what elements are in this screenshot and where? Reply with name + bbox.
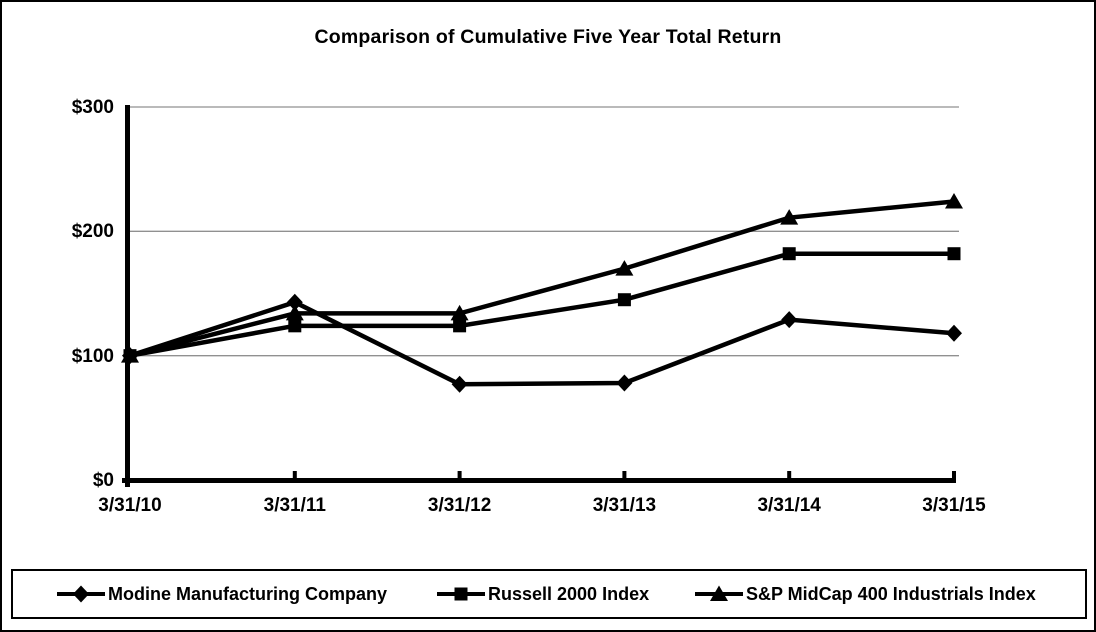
data-point-modine-manufacturing-company-3-31-11 bbox=[286, 293, 303, 311]
x-axis-line bbox=[122, 478, 956, 483]
y-tick-label-0: $0 bbox=[92, 470, 114, 491]
square-marker-line-icon bbox=[437, 587, 485, 601]
data-point-russell-2000-index-3-31-12 bbox=[453, 319, 467, 333]
x-axis-tick-3-31-12 bbox=[457, 471, 462, 478]
data-point-russell-2000-index-3-31-14 bbox=[782, 247, 796, 261]
data-point-russell-2000-index-3-31-15 bbox=[947, 247, 961, 261]
triangle-marker-line-icon bbox=[695, 585, 743, 601]
x-tick-label-3-31-13: 3/31/13 bbox=[592, 495, 657, 516]
series-line-modine-manufacturing-company bbox=[129, 299, 955, 387]
data-point-s-p-midcap-400-industrials-index-3-31-10 bbox=[121, 347, 139, 363]
data-point-s-p-midcap-400-industrials-index-3-31-12 bbox=[450, 304, 469, 321]
legend-label: Modine Manufacturing Company bbox=[108, 583, 387, 604]
series-line-russell-2000-index bbox=[129, 251, 954, 358]
chart-legend: Modine Manufacturing Company Russell 2000… bbox=[11, 569, 1087, 619]
data-point-modine-manufacturing-company-3-31-12 bbox=[451, 375, 468, 393]
legend-label: Russell 2000 Index bbox=[488, 583, 650, 604]
x-axis-tick-3-31-15 bbox=[952, 471, 956, 478]
x-axis-tick-3-31-11 bbox=[292, 471, 297, 478]
legend-item-modine-manufacturing-company: Modine Manufacturing Company bbox=[57, 571, 387, 617]
data-point-modine-manufacturing-company-3-31-13 bbox=[616, 374, 633, 392]
data-point-russell-2000-index-3-31-11 bbox=[288, 319, 302, 333]
x-tick-label-3-31-10: 3/31/10 bbox=[98, 495, 162, 516]
data-point-s-p-midcap-400-industrials-index-3-31-14 bbox=[780, 209, 799, 225]
chart-title: Comparison of Cumulative Five Year Total… bbox=[314, 26, 782, 48]
data-point-russell-2000-index-3-31-13 bbox=[617, 293, 631, 307]
data-point-s-p-midcap-400-industrials-index-3-31-11 bbox=[285, 304, 304, 321]
x-tick-label-3-31-15: 3/31/15 bbox=[922, 495, 986, 516]
data-point-modine-manufacturing-company-3-31-14 bbox=[781, 311, 798, 329]
legend-square-marker bbox=[454, 587, 468, 601]
x-tick-label-3-31-12: 3/31/12 bbox=[427, 495, 492, 516]
data-point-s-p-midcap-400-industrials-index-3-31-15 bbox=[945, 192, 963, 209]
chart-plot-area bbox=[121, 105, 963, 487]
y-tick-label-200: $200 bbox=[71, 221, 114, 243]
x-tick-label-3-31-11: 3/31/11 bbox=[263, 495, 326, 516]
x-axis-tick-3-31-13 bbox=[622, 471, 627, 478]
legend-diamond-marker bbox=[73, 585, 89, 603]
y-tick-label-300: $300 bbox=[71, 97, 114, 118]
legend-triangle-marker bbox=[710, 585, 728, 601]
diamond-marker-line-icon bbox=[57, 585, 105, 603]
legend-item-s-p-midcap-400-industrials-index: S&P MidCap 400 Industrials Index bbox=[695, 571, 1036, 617]
y-tick-label-100: $100 bbox=[71, 345, 114, 367]
x-axis-tick-3-31-14 bbox=[787, 471, 792, 478]
legend-label: S&P MidCap 400 Industrials Index bbox=[746, 583, 1036, 604]
data-point-modine-manufacturing-company-3-31-15 bbox=[946, 324, 962, 342]
data-point-s-p-midcap-400-industrials-index-3-31-13 bbox=[615, 260, 634, 276]
x-tick-label-3-31-14: 3/31/14 bbox=[757, 495, 821, 516]
y-axis-line bbox=[125, 105, 130, 487]
legend-item-russell-2000-index: Russell 2000 Index bbox=[437, 571, 649, 617]
series-line-s-p-midcap-400-industrials-index bbox=[129, 199, 955, 358]
